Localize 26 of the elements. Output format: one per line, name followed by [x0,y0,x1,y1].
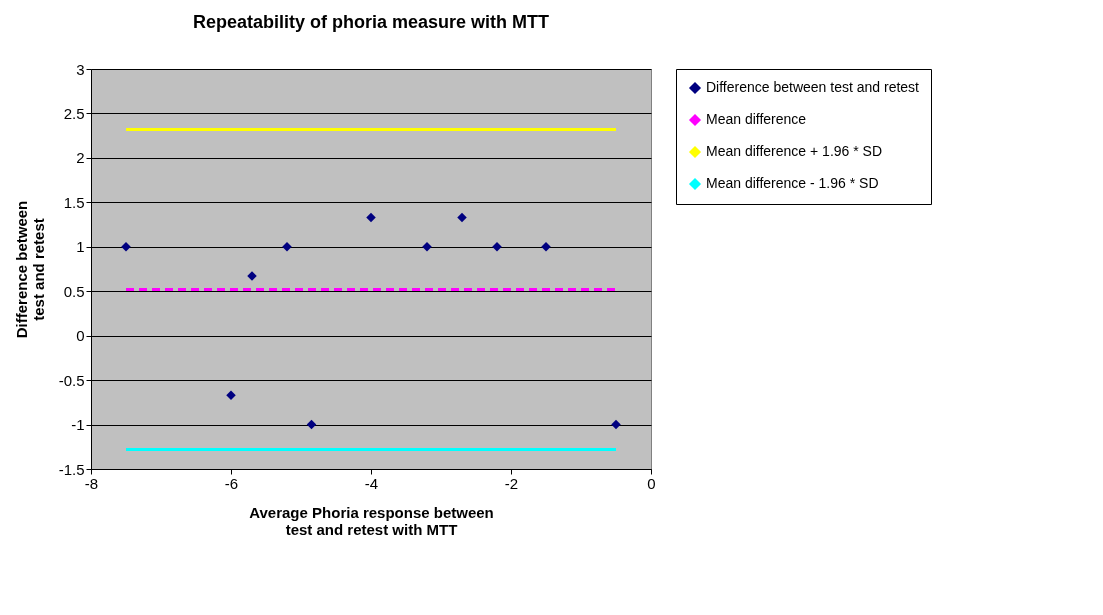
x-axis-title: Average Phoria response between test and retest with MTT [249,503,494,538]
legend-label: Mean difference + 1.96 * SD [706,143,883,159]
point [611,419,621,430]
point [457,212,467,223]
y-tick-label: -1.5 [58,460,85,478]
point [306,419,317,430]
y-tick-label: 3 [76,60,85,78]
x-tick-label: -6 [224,474,239,492]
legend-label: Difference between test and retest [706,79,920,95]
legend-label: Mean difference [706,111,807,127]
x-tick-label: 0 [647,474,656,492]
y-tick-label: -0.5 [58,371,85,389]
y-tick-label: 2 [76,149,85,167]
y-tick-label: 2.5 [63,104,85,122]
x-tick-label: -4 [364,474,379,492]
y-tick-label: 0 [76,327,85,345]
y-tick-label: 0.5 [63,282,85,300]
legend-label: Mean difference - 1.96 * SD [706,175,879,191]
x-tick-label: -8 [84,474,99,492]
point [366,212,376,223]
y-tick-label: 1 [76,238,85,256]
x-tick-label: -2 [504,474,519,492]
y-axis-title: Difference between test and retest [12,200,47,339]
chart-title: Repeatability of phoria measure with MTT [192,12,550,32]
y-tick-label: -1 [71,416,85,434]
y-tick-label: 1.5 [63,193,85,211]
